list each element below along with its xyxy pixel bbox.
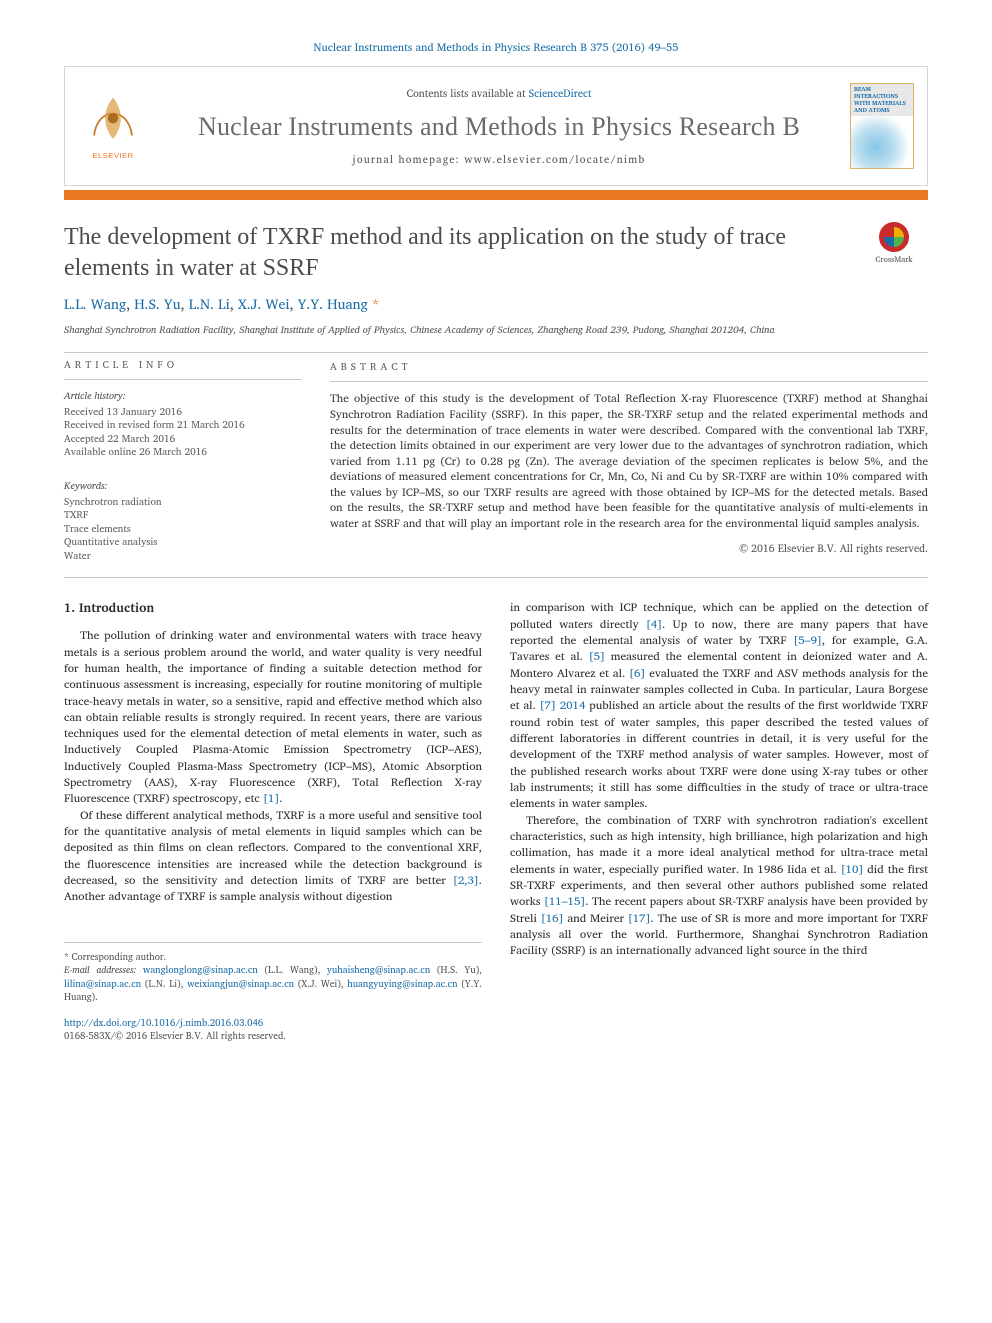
author-list: L.L. Wang, H.S. Yu, L.N. Li, X.J. Wei, Y… [64,293,928,316]
crossmark-badge[interactable]: CrossMark [860,222,928,268]
elsevier-wordmark: ELSEVIER [92,151,133,160]
sciencedirect-link[interactable]: ScienceDirect [529,84,592,102]
journal-cover-thumb: BEAM INTERACTIONS WITH MATERIALS AND ATO… [850,83,914,169]
footnotes: * Corresponding author. E-mail addresses… [64,942,482,1044]
body-two-column: 1. Introduction The pollution of drinkin… [64,600,928,1043]
keyword: Quantitative analysis [64,536,302,550]
elsevier-logo: ELSEVIER [81,89,145,163]
issn-copyright: 0168-583X/© 2016 Elsevier B.V. All right… [64,1029,286,1044]
emails-line: E-mail addresses: wanglonglong@sinap.ac.… [64,964,482,1004]
body-paragraph: in comparison with ICP technique, which … [510,600,928,812]
author-link[interactable]: L.N. Li [189,293,230,316]
keyword: Water [64,550,302,564]
body-paragraph: Of these different analytical methods, T… [64,808,482,906]
crossmark-icon [879,222,909,252]
contents-line: Contents lists available at ScienceDirec… [407,84,592,102]
abstract-copyright: © 2016 Elsevier B.V. All rights reserved… [330,539,928,557]
corresponding-note: * Corresponding author. [64,951,482,964]
article-info-heading: article info [64,357,302,380]
section-heading: 1. Introduction [64,600,482,618]
journal-homepage: journal homepage: www.elsevier.com/locat… [353,150,646,168]
crossmark-label: CrossMark [875,252,912,266]
author-link[interactable]: H.S. Yu [134,293,180,316]
affiliation: Shanghai Synchrotron Radiation Facility,… [64,322,928,338]
body-paragraph: Therefore, the combination of TXRF with … [510,813,928,960]
history-online: Available online 26 March 2016 [64,446,302,460]
abstract-text: The objective of this study is the devel… [330,390,928,530]
citation-link[interactable]: [2,3] [453,871,479,890]
accent-bar [64,190,928,200]
body-paragraph: The pollution of drinking water and envi… [64,628,482,808]
author-link[interactable]: X.J. Wei [238,293,290,316]
author-link[interactable]: Y.Y. Huang [298,293,368,316]
article-title: The development of TXRF method and its a… [64,222,846,283]
history-heading: Article history: [64,388,302,404]
article-info-column: article info Article history: Received 1… [64,357,302,563]
email-link[interactable]: huangyuying@sinap.ac.cn [347,977,457,992]
author-link[interactable]: L.L. Wang [64,293,126,316]
keyword: Synchrotron radiation [64,496,302,510]
homepage-url[interactable]: www.elsevier.com/locate/nimb [464,150,645,168]
email-link[interactable]: weixiangjun@sinap.ac.cn [187,977,294,992]
keywords-heading: Keywords: [64,478,302,494]
journal-name: Nuclear Instruments and Methods in Physi… [198,112,800,142]
corresponding-marker: * [372,293,379,316]
running-citation: Nuclear Instruments and Methods in Physi… [64,38,928,56]
journal-header: ELSEVIER Contents lists available at Sci… [64,66,928,186]
abstract-heading: abstract [330,357,928,382]
